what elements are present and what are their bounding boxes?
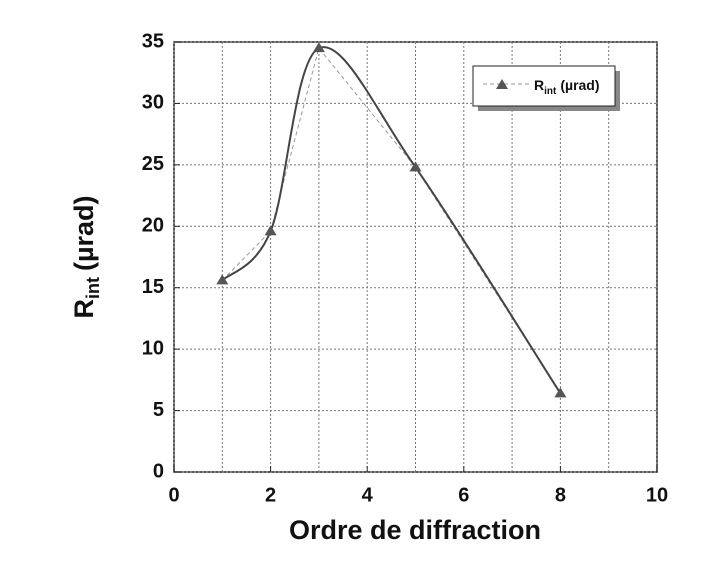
y-tick-label: 5 bbox=[153, 399, 164, 421]
marker bbox=[312, 42, 325, 53]
legend: Rint (µrad) bbox=[472, 65, 620, 111]
y-tick-label: 10 bbox=[142, 337, 164, 359]
x-tick-label: 0 bbox=[168, 484, 179, 506]
y-label-unit: (µrad) bbox=[69, 195, 99, 271]
legend-unit: (µrad) bbox=[560, 77, 599, 93]
x-axis-label: Ordre de diffraction bbox=[289, 515, 541, 545]
y-axis-label: Rint (µrad) bbox=[69, 195, 103, 318]
x-tick-label: 6 bbox=[458, 484, 469, 506]
marker bbox=[264, 225, 277, 236]
y-label-sub: int bbox=[83, 277, 103, 299]
series-line bbox=[221, 47, 561, 394]
legend-box bbox=[472, 65, 616, 107]
legend-marker bbox=[496, 79, 508, 89]
y-label-main: R bbox=[69, 299, 99, 319]
marker bbox=[554, 387, 567, 398]
y-tick-label: 0 bbox=[153, 460, 164, 482]
marker bbox=[216, 274, 229, 285]
marker bbox=[409, 161, 422, 172]
y-tick-label: 15 bbox=[142, 276, 164, 298]
x-tick-label: 2 bbox=[265, 484, 276, 506]
y-tick-label: 35 bbox=[142, 30, 164, 52]
x-tick-label: 8 bbox=[555, 484, 566, 506]
x-tick-label: 10 bbox=[646, 484, 668, 506]
x-tick-label: 4 bbox=[362, 484, 374, 506]
y-tick-label: 25 bbox=[142, 153, 164, 175]
legend-main: R bbox=[534, 77, 544, 93]
legend-label: Rint (µrad) bbox=[534, 77, 600, 97]
y-tick-label: 20 bbox=[142, 215, 164, 237]
legend-sub: int bbox=[544, 86, 557, 97]
y-tick-label: 30 bbox=[142, 92, 164, 114]
